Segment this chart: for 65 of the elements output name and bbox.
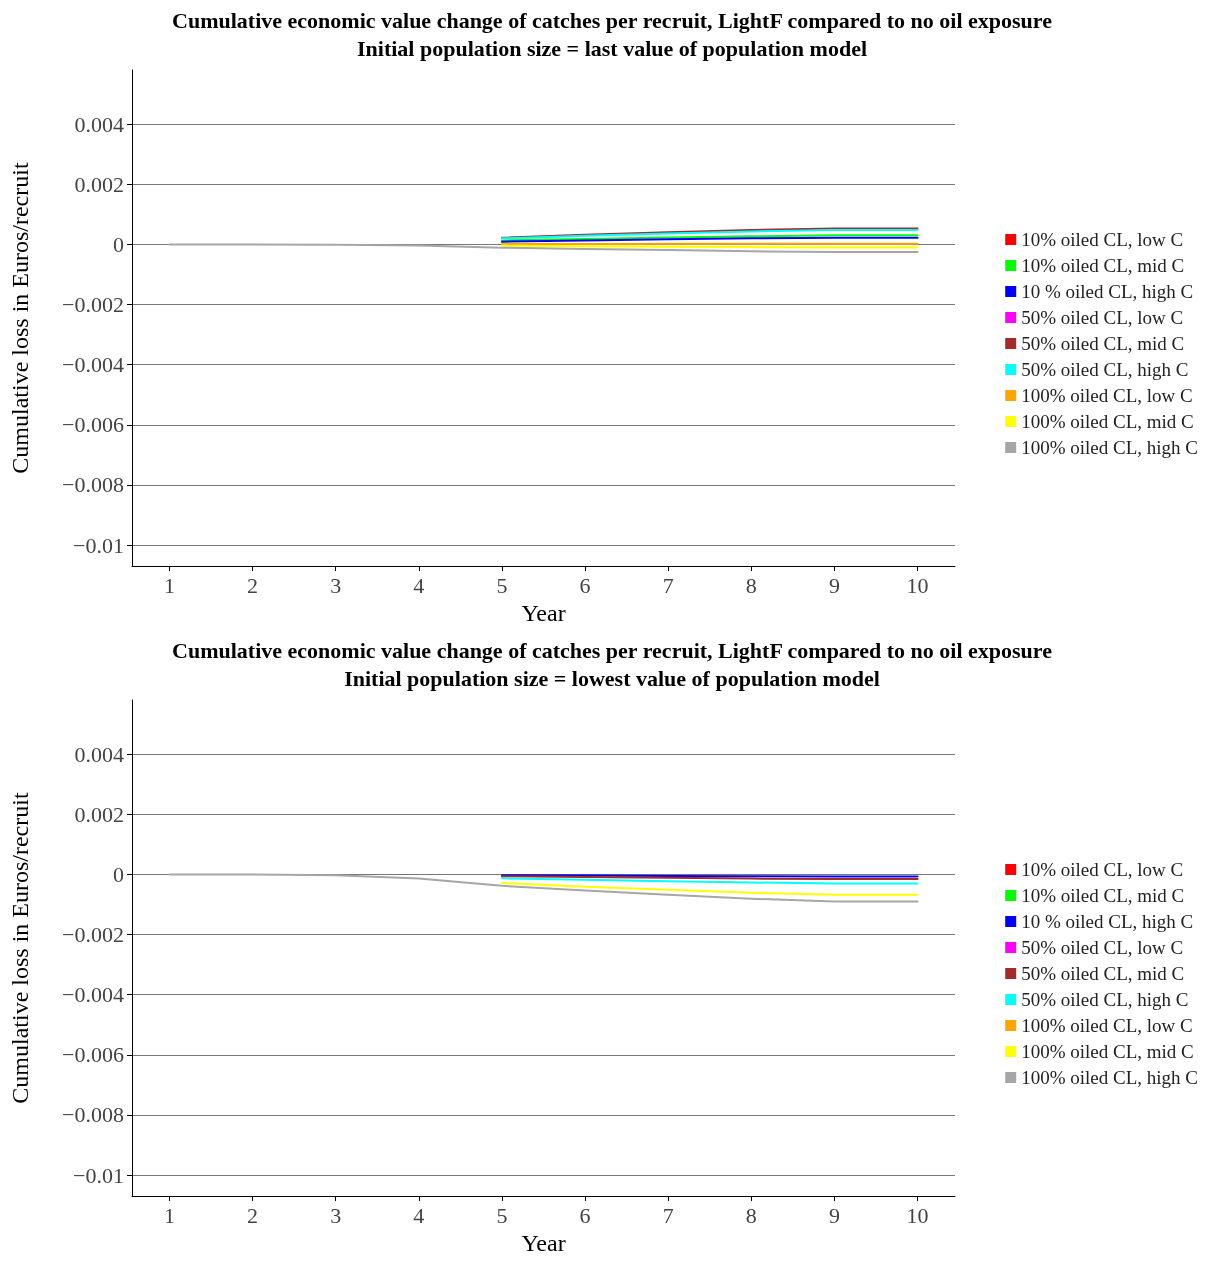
x-tick-label: 2 [247,572,259,598]
x-tick-label: 6 [579,572,591,598]
y-tick-label: −0.006 [62,1042,124,1068]
x-tick-label: 7 [662,572,674,598]
y-tick-label: −0.006 [62,412,124,438]
y-axis-title: Cumulative loss in Euros/recruit [7,792,33,1104]
y-tick-label: −0.004 [62,982,124,1008]
x-tick-label: 6 [579,1202,591,1228]
chart-title: Cumulative economic value change of catches per recruit, LightF compared to no oil exposure [172,7,1053,33]
y-tick-label: 0.002 [74,171,124,197]
y-tick-label: −0.01 [73,1162,124,1188]
line-series [168,873,919,903]
x-tick-label: 3 [330,572,342,598]
y-tick-label: 0.004 [74,741,124,767]
y-tick-label: 0 [113,231,124,257]
y-tick-label: −0.01 [73,532,124,558]
x-tick-label: 3 [330,1202,342,1228]
x-tick-label: 5 [496,572,508,598]
legend-label: 100% oiled CL, mid C [1021,411,1194,432]
legend-label: 50% oiled CL, low C [1021,307,1184,328]
y-axis-title: Cumulative loss in Euros/recruit [7,162,33,474]
legend-label: 100% oiled CL, high C [1021,1067,1199,1088]
x-tick-label: 2 [247,1202,259,1228]
chart-title: Cumulative economic value change of catches per recruit, LightF compared to no oil exposure [172,637,1053,663]
y-tick-label: −0.002 [62,292,124,318]
x-tick-label: 4 [413,1202,425,1228]
legend-label: 10% oiled CL, mid C [1021,255,1185,276]
x-tick-label: 10 [906,572,929,598]
x-tick-label: 7 [662,1202,674,1228]
legend-label: 10% oiled CL, low C [1021,229,1184,250]
legend-label: 10 % oiled CL, high C [1021,281,1194,302]
x-tick-label: 8 [745,1202,757,1228]
chart-subtitle: Initial population size = last value of population model [356,35,868,61]
x-tick-label: 1 [163,1202,175,1228]
y-tick-label: 0 [113,861,124,887]
x-tick-label: 9 [828,572,840,598]
x-axis-title: Year [521,1230,566,1256]
x-tick-label: 5 [496,1202,508,1228]
legend-label: 100% oiled CL, high C [1021,437,1199,458]
y-tick-label: −0.002 [62,922,124,948]
legend-label: 10 % oiled CL, high C [1021,911,1194,932]
y-tick-label: 0.002 [74,801,124,827]
line-series [168,243,919,253]
x-tick-label: 9 [828,1202,840,1228]
legend-label: 50% oiled CL, high C [1021,989,1189,1010]
x-tick-label: 10 [906,1202,929,1228]
chart-subtitle: Initial population size = lowest value of population model [344,665,880,691]
legend-label: 10% oiled CL, low C [1021,859,1184,880]
x-tick-label: 4 [413,572,425,598]
legend-label: 100% oiled CL, mid C [1021,1041,1194,1062]
x-axis-title: Year [521,600,566,626]
legend-label: 100% oiled CL, low C [1021,385,1193,406]
x-tick-label: 1 [163,572,175,598]
legend-label: 50% oiled CL, low C [1021,937,1184,958]
line-series [500,882,919,896]
legend-label: 10% oiled CL, mid C [1021,885,1185,906]
y-tick-label: 0.004 [74,111,124,137]
y-tick-label: −0.008 [62,1102,124,1128]
x-tick-label: 8 [745,572,757,598]
y-tick-label: −0.008 [62,472,124,498]
y-tick-label: −0.004 [62,352,124,378]
legend-label: 100% oiled CL, low C [1021,1015,1193,1036]
legend-label: 50% oiled CL, high C [1021,359,1189,380]
legend-label: 50% oiled CL, mid C [1021,333,1185,354]
legend-label: 50% oiled CL, mid C [1021,963,1185,984]
